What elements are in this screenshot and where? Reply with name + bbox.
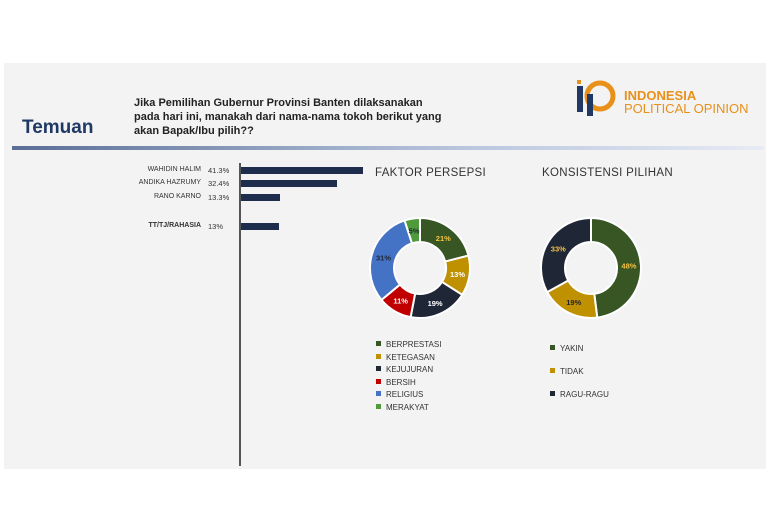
- bar-category-label: RANO KARNO: [153, 193, 201, 200]
- bar-value-label: 13.3%: [208, 193, 230, 202]
- faktor-persepsi-donut: 21% 13% 19% 11% 31% 5%: [369, 216, 471, 319]
- donut-slice-religius: [369, 219, 414, 302]
- legend-item: RAGU-RAGU: [550, 390, 609, 399]
- legend-swatch: [376, 378, 381, 384]
- legend-swatch: [550, 368, 555, 373]
- bar-chart-axis: [239, 163, 241, 466]
- legend-swatch: [376, 341, 381, 346]
- legend-label: BERPRESTASI: [386, 340, 442, 349]
- legend-label: YAKIN: [560, 344, 584, 353]
- bar: [241, 167, 363, 174]
- bar: [241, 180, 337, 187]
- bar: [241, 194, 281, 201]
- legend-swatch: [550, 345, 555, 350]
- donut-slice-label: 48%: [621, 262, 636, 271]
- bar-category-label: TT/TJ/RAHASIA: [148, 222, 202, 229]
- legend-item: RELIGIUS: [376, 390, 423, 399]
- legend-item: KEJUJURAN: [376, 365, 433, 374]
- legend-swatch: [376, 391, 381, 396]
- donut-slice-label: 19%: [428, 299, 443, 308]
- logo: INDONESIA POLITICAL OPINION: [575, 76, 765, 118]
- bar-value-label: 13%: [208, 222, 224, 231]
- legend-swatch: [550, 391, 555, 396]
- legend-label: RAGU-RAGU: [560, 390, 609, 399]
- legend-item: YAKIN: [550, 344, 583, 353]
- legend-swatch: [376, 366, 381, 371]
- bar-category-label: ANDIKA HAZRUMY: [138, 179, 201, 186]
- donut-slice-label: 21%: [436, 234, 451, 243]
- bar-category-label: WAHIDIN HALIM: [147, 166, 201, 173]
- header-divider: [12, 146, 764, 150]
- donut-slice-label: 33%: [551, 245, 566, 254]
- legend-swatch: [376, 403, 381, 409]
- legend-label: MERAKYAT: [386, 402, 429, 412]
- legend-item: BERPRESTASI: [376, 340, 441, 349]
- survey-question: Jika Pemilihan Gubernur Provinsi Banten …: [134, 97, 442, 137]
- legend-label: KEJUJURAN: [386, 365, 434, 374]
- logo-line-1: INDONESIA: [624, 88, 697, 103]
- legend-swatch: [376, 353, 381, 359]
- legend-item: TIDAK: [550, 367, 584, 376]
- donut-slice-label: 31%: [376, 253, 391, 262]
- donut-slice-label: 5%: [409, 226, 420, 235]
- slide: INDONESIA POLITICAL OPINION Jika Pemilih…: [4, 63, 766, 469]
- legend-label: KETEGASAN: [386, 352, 435, 362]
- konsistensi-pilihan-donut: 48% 19% 33%: [540, 216, 642, 319]
- donut-slice-merakyat: [403, 216, 421, 245]
- chart-title-konsistensi-pilihan: KONSISTENSI PILIHAN: [542, 167, 673, 179]
- donut-slice-label: 11%: [393, 297, 408, 306]
- legend-label: TIDAK: [560, 367, 584, 376]
- bar-value-label: 41.3%: [208, 166, 230, 175]
- page-title: Temuan: [22, 117, 94, 138]
- legend-item: MERAKYAT: [376, 403, 429, 412]
- bar: [241, 223, 280, 230]
- chart-title-faktor-persepsi: FAKTOR PERSEPSI: [375, 167, 487, 179]
- bar-value-label: 32.4%: [208, 179, 230, 188]
- legend-item: KETEGASAN: [376, 353, 435, 362]
- logo-line-2: POLITICAL OPINION: [624, 101, 749, 116]
- donut-slice-label: 19%: [566, 298, 581, 307]
- legend-item: BERSIH: [376, 378, 416, 387]
- logo-mark-icon: [577, 80, 616, 116]
- legend-label: BERSIH: [386, 377, 416, 387]
- donut-slice-yakin: [590, 216, 642, 319]
- donut-slice-label: 13%: [450, 270, 465, 279]
- donut-slice-ragu-ragu: [540, 216, 592, 294]
- legend-label: RELIGIUS: [386, 390, 424, 399]
